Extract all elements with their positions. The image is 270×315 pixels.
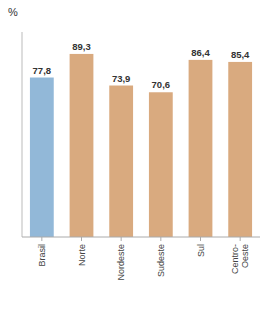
data-label: 73,9 xyxy=(112,73,131,84)
x-tick xyxy=(160,237,161,241)
data-label: 70,6 xyxy=(152,79,171,90)
data-label: 77,8 xyxy=(33,65,52,76)
bar xyxy=(228,62,252,237)
x-tick xyxy=(121,237,122,241)
data-label: 89,3 xyxy=(72,41,91,52)
x-axis-line xyxy=(22,237,260,238)
x-tick-label: Norte xyxy=(77,244,87,266)
bar xyxy=(189,60,213,237)
bar xyxy=(149,92,173,237)
bar xyxy=(70,54,94,237)
x-tick xyxy=(41,237,42,241)
x-tick-label: Centro-Oeste xyxy=(230,244,250,274)
data-label: 85,4 xyxy=(231,49,250,60)
x-tick xyxy=(200,237,201,241)
chart: % 77,8 89,3 73,9 70,6 86,4 85,4 Brasil Norte Nord… xyxy=(0,0,270,315)
y-axis-line xyxy=(22,32,23,237)
bar xyxy=(30,78,54,237)
x-tick-label: Sul xyxy=(196,244,206,257)
x-tick xyxy=(81,237,82,241)
chart-container: % 77,8 89,3 73,9 70,6 86,4 85,4 Brasil Norte Nord… xyxy=(0,0,270,315)
x-tick-label: Sudeste xyxy=(156,244,166,277)
y-axis-label: % xyxy=(8,6,18,18)
bars xyxy=(30,54,252,237)
x-tick-label: Nordeste xyxy=(116,244,126,281)
bar xyxy=(109,86,133,237)
x-tick xyxy=(240,237,241,241)
data-label: 86,4 xyxy=(191,47,210,58)
x-tick-label: Brasil xyxy=(37,244,47,267)
